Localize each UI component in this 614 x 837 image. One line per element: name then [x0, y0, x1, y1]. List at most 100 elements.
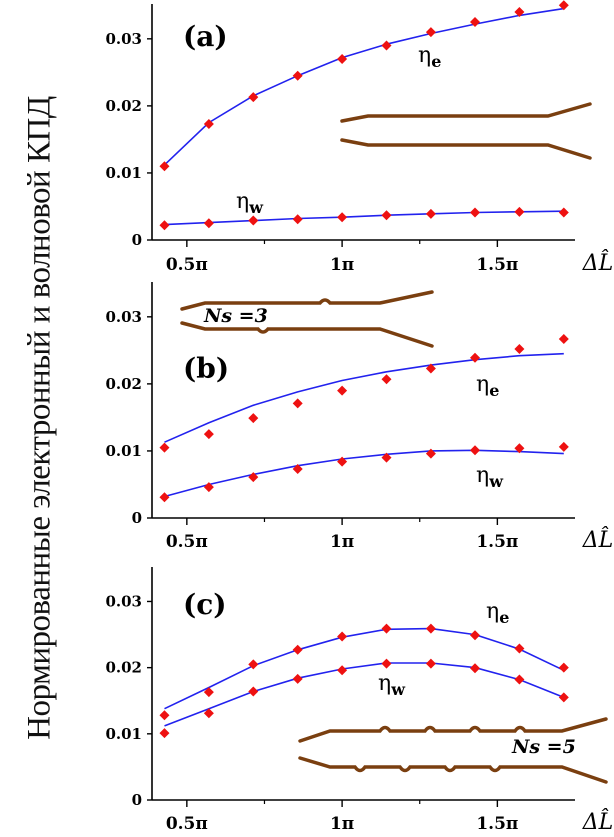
series-label-eta-w: ηw — [476, 463, 504, 491]
series-line-eta-w — [164, 449, 564, 498]
data-point — [470, 663, 481, 674]
data-point — [558, 692, 569, 703]
waveguide-wall-top — [298, 717, 608, 743]
data-point — [337, 53, 348, 64]
y-tick-label: 0 — [132, 509, 142, 527]
series-line-eta-e — [164, 352, 564, 443]
panel-label: (b) — [183, 352, 229, 385]
y-tick-label: 0.01 — [105, 442, 142, 460]
series-label-subscript: e — [431, 52, 441, 71]
x-tick-label: 1π — [330, 814, 354, 834]
data-point — [292, 70, 303, 81]
series-label-eta-e: ηe — [476, 372, 499, 400]
data-point — [425, 448, 436, 459]
y-tick-label: 0.01 — [105, 164, 142, 182]
series-label-subscript: e — [489, 381, 499, 400]
y-tick-label: 0 — [132, 791, 142, 809]
series-label-symbol: η — [486, 599, 499, 624]
y-tick-label: 0.03 — [105, 308, 142, 326]
x-tick-label: 0.5π — [166, 532, 208, 552]
data-point — [203, 708, 214, 719]
series-label-eta-w: ηw — [236, 189, 264, 217]
data-point — [514, 443, 525, 454]
data-point — [248, 659, 259, 670]
data-point — [248, 413, 259, 424]
data-point — [248, 686, 259, 697]
waveguide-inset — [180, 290, 434, 348]
data-point — [292, 644, 303, 655]
data-point — [381, 210, 392, 221]
x-tick-label: 1.5π — [476, 255, 518, 275]
series-label-symbol: η — [236, 189, 249, 214]
data-point — [470, 630, 481, 641]
data-point — [203, 118, 214, 129]
series-label-eta-e: ηe — [418, 43, 441, 71]
y-tick-label: 0.03 — [105, 592, 142, 610]
data-point — [159, 728, 170, 739]
data-point — [514, 674, 525, 685]
data-point — [248, 215, 259, 226]
data-point — [381, 623, 392, 634]
waveguide-inset — [340, 102, 592, 160]
series-label-symbol: η — [476, 372, 489, 397]
series-label-symbol: η — [476, 463, 489, 488]
x-axis-label: ΔL̂ — [582, 809, 614, 835]
series-label-subscript: w — [488, 472, 504, 491]
data-point — [470, 207, 481, 218]
data-point — [203, 687, 214, 698]
data-point — [159, 161, 170, 172]
data-point — [558, 441, 569, 452]
data-point — [292, 673, 303, 684]
data-point — [203, 218, 214, 229]
waveguide-wall-top — [180, 290, 434, 311]
series-label-symbol: η — [418, 43, 431, 68]
data-point — [159, 220, 170, 231]
data-point — [558, 333, 569, 344]
data-point — [425, 27, 436, 38]
data-point — [292, 214, 303, 225]
data-point — [381, 452, 392, 463]
panel-label: (c) — [183, 588, 227, 621]
data-point — [248, 92, 259, 103]
x-axis-label: ΔL̂ — [582, 527, 614, 553]
series-label-subscript: e — [499, 608, 509, 627]
series-line-eta-w — [164, 210, 564, 226]
x-tick-label: 0.5π — [166, 255, 208, 275]
data-point — [248, 472, 259, 483]
y-tick-label: 0.02 — [105, 97, 142, 115]
data-point — [337, 385, 348, 396]
data-point — [558, 207, 569, 218]
x-axis-label: ΔL̂ — [582, 250, 614, 276]
data-point — [337, 665, 348, 676]
series-label-subscript: w — [248, 198, 264, 217]
data-point — [514, 206, 525, 217]
data-point — [381, 40, 392, 51]
inset-label-ns5: Ns =5 — [511, 736, 576, 758]
data-point — [470, 445, 481, 456]
waveguide-wall-bottom — [180, 321, 434, 348]
y-tick-label: 0 — [132, 231, 142, 249]
data-point — [425, 363, 436, 374]
data-point — [381, 374, 392, 385]
data-point — [514, 7, 525, 17]
x-tick-label: 1.5π — [476, 532, 518, 552]
y-tick-label: 0.02 — [105, 375, 142, 393]
inset-label-ns3: Ns =3 — [203, 305, 268, 327]
y-tick-label: 0.01 — [105, 725, 142, 743]
data-point — [159, 492, 170, 503]
data-point — [425, 623, 436, 634]
data-point — [159, 710, 170, 721]
data-point — [292, 398, 303, 409]
data-point — [425, 208, 436, 219]
data-point — [203, 482, 214, 493]
data-point — [292, 464, 303, 475]
data-point — [337, 456, 348, 467]
data-point — [470, 17, 481, 28]
data-point — [381, 658, 392, 669]
series-label-symbol: η — [378, 671, 391, 696]
series-line-eta-w — [164, 662, 565, 727]
x-tick-label: 1.5π — [476, 814, 518, 834]
